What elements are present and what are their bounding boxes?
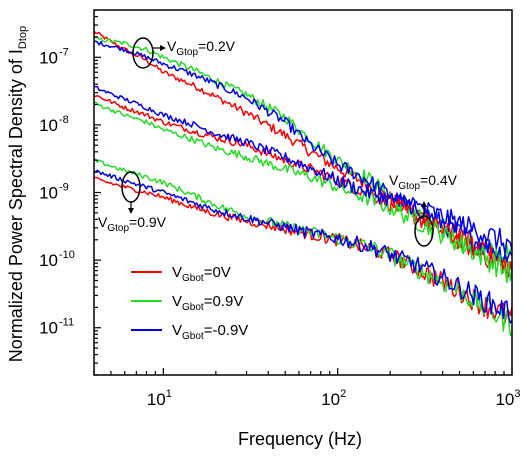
legend-label-vgbot-0-9v: VGbot=0.9V: [172, 293, 243, 313]
series-layer: [93, 30, 513, 337]
x-tick-exponent: 2: [340, 388, 346, 400]
annotation-main-0-2v: V: [167, 38, 177, 54]
x-tick-label-2: 103: [495, 388, 520, 409]
y-tick-exponent-3: -8: [59, 114, 69, 126]
series-line-0-2V-2: [93, 40, 513, 266]
series-line-0-4V-5: [94, 85, 513, 255]
arrowhead-0-4v: [421, 201, 427, 207]
legend-entry-vgbot-0-9v: VGbot=0.9V: [131, 293, 243, 313]
y-tick-exponent-0: -11: [59, 317, 74, 329]
legend-sub-vgbot-0-9v: Gbot: [182, 302, 204, 313]
annotation-vgtop-0-4v: VGtop=0.4V: [389, 172, 458, 247]
annotation-ellipse-0-2v: [132, 37, 154, 69]
series-line-0-4V-4: [93, 101, 513, 284]
legend-main-vgbot-0-9v: V: [172, 293, 182, 310]
x-tick-label-1: 102: [321, 388, 346, 409]
series-line-0-9V-8: [93, 169, 513, 324]
x-tick-label-0: 101: [147, 388, 172, 409]
series-line-0-4V-3: [93, 94, 513, 280]
y-tick-exponent-2: -9: [59, 182, 69, 194]
legend-rest-vgbot-neg-0-9v: =-0.9V: [204, 322, 249, 339]
x-tick-exponent: 1: [166, 388, 172, 400]
annotation-rest-0-4v: =0.4V: [420, 172, 458, 188]
legend: VGbot=0V VGbot=0.9V VGbot=-0.9V: [131, 264, 248, 342]
legend-entry-vgbot-0v: VGbot=0V: [131, 264, 231, 284]
legend-rest-vgbot-0v: =0V: [204, 264, 231, 281]
annotation-main-0-9v: V: [98, 214, 108, 230]
annotation-rest-0-2v: =0.2V: [198, 38, 236, 54]
y-tick-base: 10: [39, 184, 58, 203]
legend-entry-vgbot-neg-0-9v: VGbot=-0.9V: [131, 322, 248, 342]
y-tick-base: 10: [39, 116, 58, 135]
arrowhead-0-9v: [128, 208, 134, 214]
series-line-0-9V-7: [93, 158, 513, 337]
y-tick-label-4: 10: [39, 48, 58, 67]
y-tick-base: 10: [39, 251, 58, 270]
annotation-sub-0-2v: Gtop: [176, 47, 198, 58]
annotation-main-0-4v: V: [389, 172, 399, 188]
series-line-0-2V-0: [93, 30, 513, 278]
legend-label-vgbot-0v: VGbot=0V: [172, 264, 231, 284]
x-tick-base: 10: [321, 390, 340, 409]
y-tick-label-3: 10: [39, 116, 58, 135]
annotation-label-0-4v: VGtop=0.4V: [389, 172, 458, 192]
x-tick-exponent: 3: [514, 388, 520, 400]
series-line-0-2V-1: [93, 36, 513, 269]
y-tick-base: 10: [39, 48, 58, 67]
y-tick-label-1: 10: [39, 251, 58, 270]
y-tick-exponent-1: -10: [59, 249, 75, 261]
y-tick-label-2: 10: [39, 184, 58, 203]
annotation-vgtop-0-9v: VGtop=0.9V: [98, 171, 167, 234]
x-axis-title: Frequency (Hz): [238, 429, 362, 449]
annotation-vgtop-0-2v: VGtop=0.2V: [132, 37, 236, 69]
annotation-rest-0-9v: =0.9V: [129, 214, 167, 230]
arrowhead-0-2v: [160, 45, 166, 51]
y-tick-exponent-4: -7: [59, 46, 69, 58]
legend-main-vgbot-neg-0-9v: V: [172, 322, 182, 339]
annotation-label-0-9v: VGtop=0.9V: [98, 214, 167, 234]
legend-sub-vgbot-neg-0-9v: Gbot: [182, 331, 204, 342]
legend-rest-vgbot-0-9v: =0.9V: [204, 293, 244, 310]
annotation-label-0-2v: VGtop=0.2V: [167, 38, 236, 58]
y-tick-base: 10: [39, 319, 58, 338]
annotation-sub-0-9v: Gtop: [107, 223, 129, 234]
y-tick-label-0: 10: [39, 319, 58, 338]
legend-sub-vgbot-0v: Gbot: [182, 273, 204, 284]
x-tick-base: 10: [147, 390, 166, 409]
annotation-sub-0-4v: Gtop: [398, 181, 420, 192]
y-axis-title-main: Normalized Power Spectral Density of I: [6, 49, 26, 362]
x-tick-base: 10: [495, 390, 514, 409]
legend-main-vgbot-0v: V: [172, 264, 182, 281]
legend-label-vgbot-neg-0-9v: VGbot=-0.9V: [172, 322, 248, 342]
tick-layer: [93, 9, 513, 376]
y-axis-title-sub: Dtop: [17, 26, 29, 49]
y-axis-title: Normalized Power Spectral Density of IDt…: [6, 26, 29, 362]
